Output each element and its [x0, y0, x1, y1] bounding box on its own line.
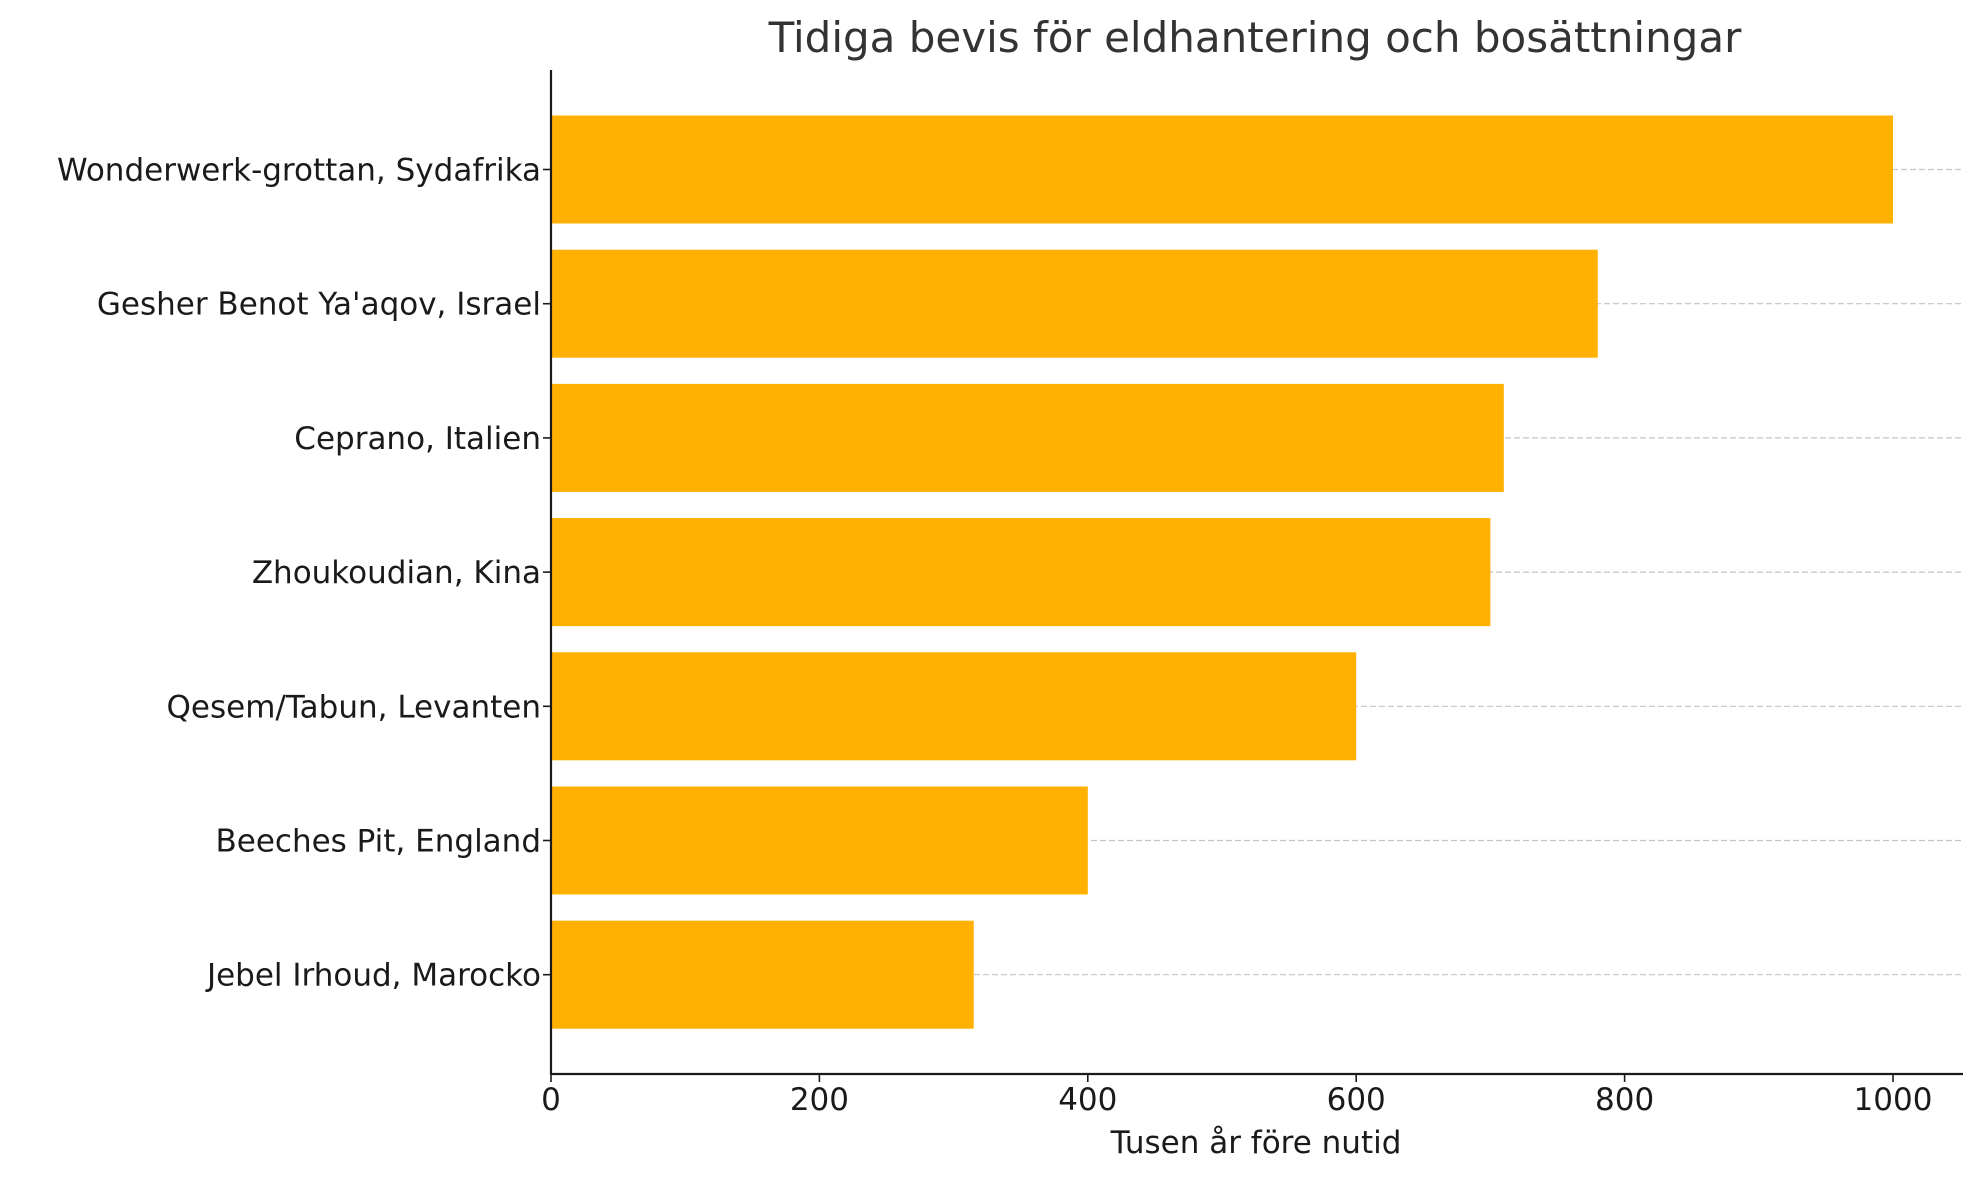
bar [551, 652, 1357, 761]
y-tick-label: Ceprano, Italien [294, 421, 541, 457]
y-axis-ticks: Wonderwerk-grottan, Sydafrika Gesher Beno… [57, 153, 551, 994]
x-tick-label: 200 [790, 1082, 849, 1118]
x-tick-label: 600 [1327, 1082, 1386, 1118]
bar [551, 518, 1491, 627]
x-tick-label: 400 [1058, 1082, 1117, 1118]
y-tick-label: Jebel Irhoud, Marocko [205, 958, 541, 994]
bar [551, 383, 1504, 492]
chart-title: Tidiga bevis för eldhantering och bosätt… [768, 13, 1742, 62]
bar [551, 920, 974, 1029]
bars [551, 115, 1893, 1029]
bar [551, 786, 1088, 895]
x-tick-label: 800 [1595, 1082, 1654, 1118]
bar [551, 115, 1893, 224]
y-tick-label: Qesem/Tabun, Levanten [167, 689, 541, 725]
x-tick-label: 0 [541, 1082, 561, 1118]
x-axis-label: Tusen år före nutid [1110, 1125, 1402, 1161]
bar [551, 249, 1598, 358]
y-tick-label: Zhoukoudian, Kina [252, 555, 541, 591]
y-tick-label: Beeches Pit, England [215, 824, 541, 860]
y-tick-label: Gesher Benot Ya'aqov, Israel [97, 287, 541, 323]
y-tick-label: Wonderwerk-grottan, Sydafrika [57, 153, 541, 189]
x-axis-ticks: 0 200 400 600 800 1000 [541, 1074, 1932, 1118]
x-tick-label: 1000 [1854, 1082, 1933, 1118]
